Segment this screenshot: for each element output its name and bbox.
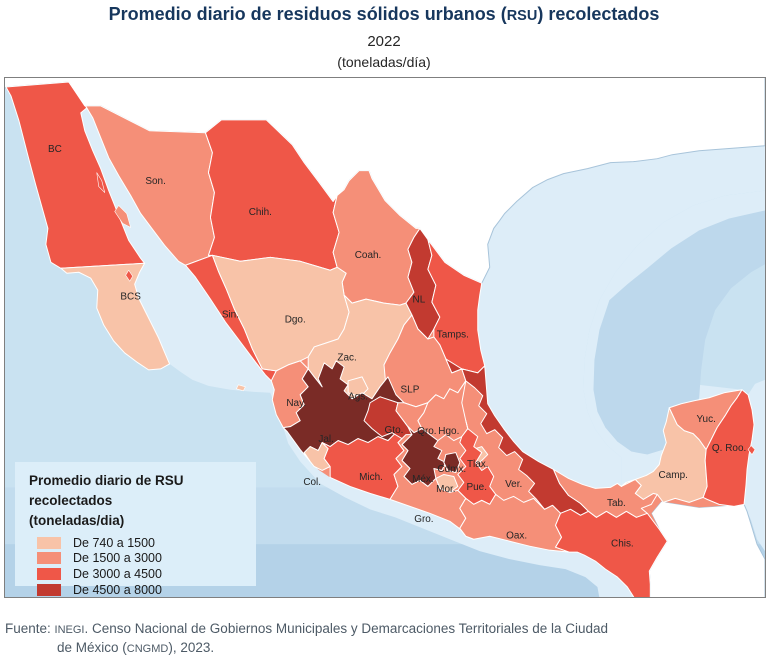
svg-text:Chih.: Chih. — [249, 207, 272, 218]
svg-text:Pue.: Pue. — [467, 482, 487, 493]
svg-text:Q. Roo.: Q. Roo. — [712, 443, 746, 454]
svg-text:BC: BC — [48, 144, 62, 155]
svg-text:Son.: Son. — [145, 176, 165, 187]
svg-text:Chis.: Chis. — [611, 539, 634, 550]
svg-text:Sin.: Sin. — [222, 310, 239, 321]
svg-text:Nay.: Nay. — [286, 398, 306, 409]
svg-text:BCS: BCS — [120, 292, 141, 303]
svg-text:Coah.: Coah. — [355, 250, 382, 261]
svg-text:Cdmx.: Cdmx. — [437, 464, 466, 475]
svg-text:Tamps.: Tamps. — [437, 330, 469, 341]
svg-text:Zac.: Zac. — [337, 352, 356, 363]
svg-text:Ver.: Ver. — [505, 479, 522, 490]
svg-text:Jal.: Jal. — [318, 434, 334, 445]
svg-text:SLP: SLP — [401, 384, 420, 395]
svg-text:Gro.: Gro. — [414, 514, 433, 525]
svg-text:Méx.: Méx. — [412, 474, 434, 485]
svg-text:NL: NL — [413, 295, 426, 306]
svg-text:Dgo.: Dgo. — [285, 315, 306, 326]
svg-text:Ags.: Ags. — [348, 391, 368, 402]
svg-text:Hgo.: Hgo. — [438, 426, 459, 437]
svg-text:Yuc.: Yuc. — [696, 414, 715, 425]
svg-text:Tab.: Tab. — [607, 498, 626, 509]
svg-text:Mor.: Mor. — [436, 484, 455, 495]
svg-text:Col.: Col. — [303, 477, 321, 488]
svg-text:Mich.: Mich. — [359, 472, 383, 483]
svg-text:Tlax.: Tlax. — [467, 459, 489, 470]
svg-text:Qro.: Qro. — [417, 426, 436, 437]
svg-text:Oax.: Oax. — [506, 531, 527, 542]
svg-text:Gto.: Gto. — [385, 425, 404, 436]
svg-text:Camp.: Camp. — [659, 470, 688, 481]
